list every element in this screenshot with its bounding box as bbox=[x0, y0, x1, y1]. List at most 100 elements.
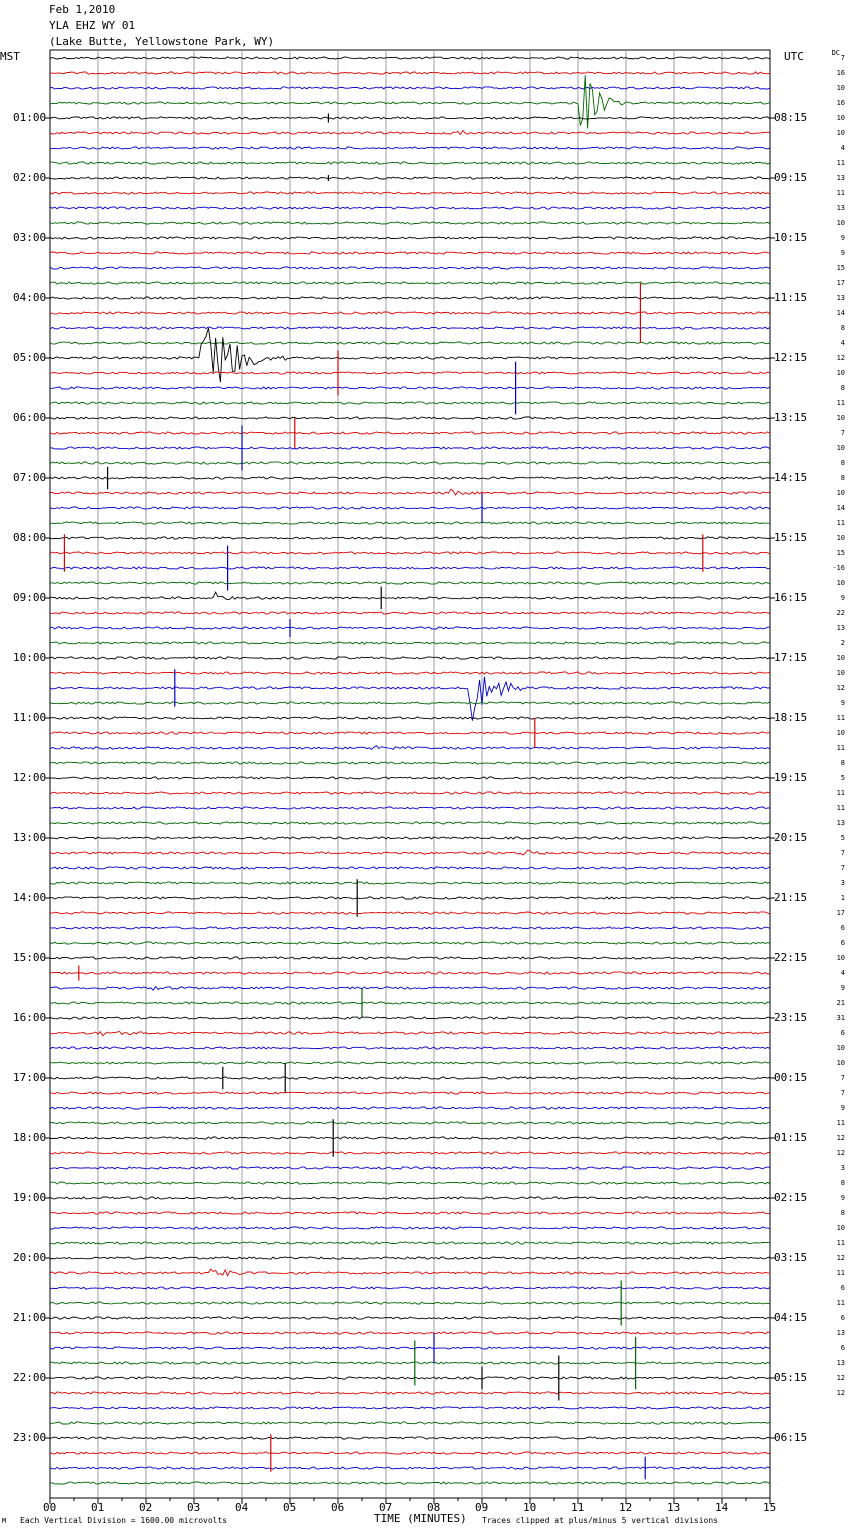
dc-offset-value: 5 bbox=[840, 834, 845, 842]
mst-hour-label: 07:00 bbox=[13, 471, 47, 484]
dc-offset-value: 11 bbox=[836, 789, 845, 797]
seismic-trace bbox=[49, 1061, 771, 1065]
dc-offset-value: 21 bbox=[836, 999, 845, 1007]
dc-offset-value: 10 bbox=[836, 1044, 845, 1052]
dc-offset-value: 11 bbox=[836, 804, 845, 812]
x-tick-label: 02 bbox=[139, 1501, 153, 1514]
seismic-trace bbox=[49, 401, 770, 405]
seismic-trace bbox=[49, 146, 771, 150]
plot-frame bbox=[49, 49, 771, 1499]
dc-column-label: DC bbox=[831, 49, 840, 57]
seismic-trace bbox=[49, 311, 771, 315]
dc-offset-value: 12 bbox=[836, 1149, 845, 1157]
seismic-trace bbox=[49, 676, 771, 721]
mst-hour-label: 09:00 bbox=[13, 591, 47, 604]
station-code: YLA EHZ WY 01 bbox=[49, 19, 136, 32]
dc-offset-value: 11 bbox=[836, 399, 845, 407]
dc-offset-value: 8 bbox=[840, 1179, 845, 1187]
seismic-trace bbox=[49, 1481, 771, 1485]
mst-hour-label: 13:00 bbox=[13, 831, 47, 844]
seismic-trace bbox=[49, 1091, 771, 1095]
dc-offset-value: 10 bbox=[836, 114, 845, 122]
seismic-trace bbox=[49, 551, 771, 555]
seismic-trace bbox=[49, 716, 771, 720]
seismic-trace bbox=[49, 129, 771, 136]
seismic-trace bbox=[49, 985, 771, 992]
seismic-trace bbox=[49, 626, 771, 630]
seismic-trace bbox=[49, 71, 771, 75]
dc-offset-value: 3 bbox=[840, 879, 845, 887]
seismic-trace bbox=[49, 941, 771, 945]
seismic-trace bbox=[49, 566, 771, 570]
seismic-trace bbox=[49, 327, 771, 383]
x-tick-label: 01 bbox=[91, 1501, 105, 1514]
utc-hour-label: 18:15 bbox=[774, 711, 808, 724]
dc-offset-value: 11 bbox=[836, 1119, 845, 1127]
dc-offset-value: 8 bbox=[840, 474, 845, 482]
seismic-trace bbox=[49, 1268, 771, 1277]
dc-offset-value: 13 bbox=[836, 1329, 845, 1337]
dc-offset-value: 14 bbox=[836, 504, 845, 512]
mst-hour-label: 15:00 bbox=[13, 951, 47, 964]
seismic-trace bbox=[49, 326, 771, 330]
seismic-trace bbox=[49, 431, 771, 435]
dc-offset-value: 10 bbox=[836, 1224, 845, 1232]
seismic-trace bbox=[49, 176, 771, 180]
dc-offset-value: 3 bbox=[840, 1164, 845, 1172]
utc-hour-label: 01:15 bbox=[774, 1131, 808, 1144]
seismic-trace bbox=[49, 1301, 771, 1305]
mst-axis-label: MST bbox=[0, 50, 20, 63]
x-tick-label: 04 bbox=[235, 1501, 249, 1514]
seismic-trace bbox=[49, 591, 771, 601]
dc-offset-value: 10 bbox=[836, 414, 845, 422]
seismic-trace bbox=[49, 656, 771, 660]
dc-offset-value: 8 bbox=[840, 324, 845, 332]
dc-offset-value: 10 bbox=[836, 369, 845, 377]
seismic-trace bbox=[50, 956, 771, 960]
seismic-trace bbox=[49, 506, 771, 510]
seismic-trace bbox=[49, 701, 771, 705]
seismic-trace bbox=[49, 161, 771, 165]
utc-hour-label: 09:15 bbox=[774, 171, 808, 184]
dc-offset-value: 10 bbox=[836, 489, 845, 497]
seismic-trace bbox=[50, 386, 771, 390]
dc-offset-value: 11 bbox=[836, 1299, 845, 1307]
dc-offset-value: 6 bbox=[840, 1344, 845, 1352]
seismic-trace bbox=[49, 281, 771, 285]
seismic-trace bbox=[49, 581, 771, 585]
utc-hour-label: 00:15 bbox=[774, 1071, 808, 1084]
seismic-trace bbox=[49, 116, 771, 120]
seismic-trace bbox=[49, 461, 771, 465]
mst-hour-label: 18:00 bbox=[13, 1131, 47, 1144]
x-tick-label: 15 bbox=[763, 1501, 777, 1514]
seismic-trace bbox=[49, 206, 771, 210]
dc-offset-value: 9 bbox=[840, 1194, 845, 1202]
seismic-trace bbox=[49, 836, 771, 840]
dc-offset-value: 7 bbox=[840, 849, 845, 857]
seismic-trace bbox=[49, 1241, 771, 1245]
dc-offset-value: 13 bbox=[836, 294, 845, 302]
dc-offset-value: 11 bbox=[836, 714, 845, 722]
seismic-trace bbox=[49, 191, 771, 195]
seismic-trace bbox=[49, 1136, 771, 1140]
dc-offset-value: 12 bbox=[836, 1134, 845, 1142]
seismic-trace bbox=[49, 1046, 771, 1050]
x-tick-label: 08 bbox=[427, 1501, 441, 1514]
seismic-trace bbox=[49, 611, 771, 615]
seismic-trace bbox=[49, 1211, 771, 1215]
utc-hour-label: 23:15 bbox=[774, 1011, 808, 1024]
dc-offset-value: 11 bbox=[836, 159, 845, 167]
x-tick-label: 13 bbox=[667, 1501, 681, 1514]
seismic-trace bbox=[49, 745, 771, 750]
seismic-trace bbox=[49, 1030, 771, 1037]
utc-hour-label: 04:15 bbox=[774, 1311, 808, 1324]
mst-hour-label: 02:00 bbox=[13, 171, 47, 184]
mst-hour-label: 06:00 bbox=[13, 411, 47, 424]
dc-offset-value: 12 bbox=[836, 1254, 845, 1262]
dc-offset-value: 10 bbox=[836, 129, 845, 137]
dc-offset-value: 10 bbox=[836, 219, 845, 227]
mst-hour-label: 19:00 bbox=[13, 1191, 47, 1204]
seismic-trace bbox=[49, 1151, 771, 1155]
seismic-trace bbox=[49, 446, 771, 450]
seismic-trace bbox=[49, 1226, 771, 1230]
